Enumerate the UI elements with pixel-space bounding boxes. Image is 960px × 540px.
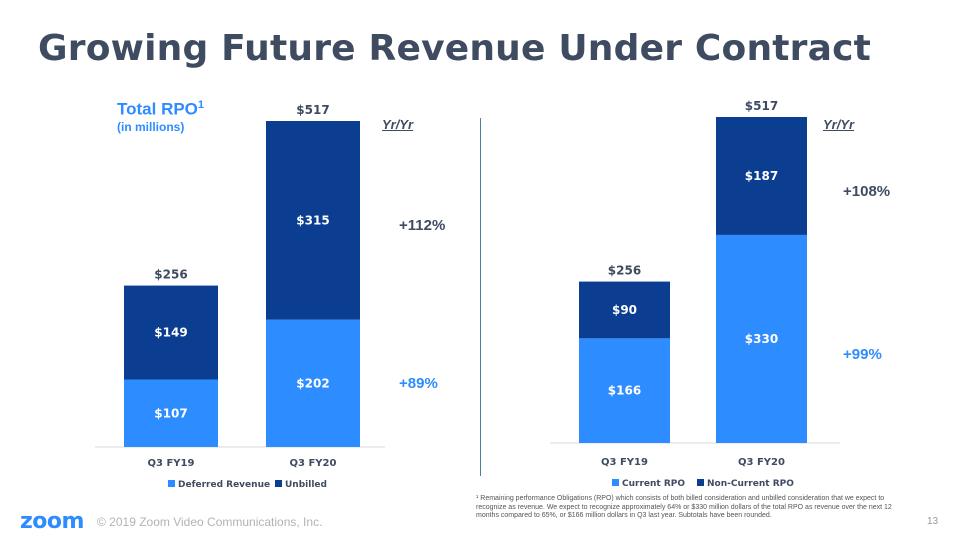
bar-segment-current-rpo-2 (716, 234, 807, 443)
bar-segment-deferred-revenue-2 (266, 319, 360, 447)
legend-swatch (612, 479, 619, 486)
growth-label-current-rpo: +99% (843, 346, 882, 363)
legend-swatch (697, 479, 704, 486)
legend-label: Unbilled (285, 480, 327, 490)
bar-segment-non-current-rpo-2 (716, 117, 807, 235)
rpo-subtitle: (in millions) (117, 120, 185, 134)
bar-segment-current-rpo-1 (579, 338, 670, 443)
x-tick-label: Q3 FY19 (601, 457, 648, 468)
legend-swatch (168, 480, 175, 487)
legend-label: Non-Current RPO (707, 479, 794, 489)
x-tick-label: Q3 FY20 (738, 457, 785, 468)
page-title: Growing Future Revenue Under Contract (38, 28, 872, 69)
growth-label-deferred-revenue: +89% (399, 375, 438, 392)
bar-value-label: $202 (296, 376, 329, 390)
bar-value-label: $315 (296, 213, 329, 227)
chart-divider (480, 118, 481, 476)
rpo-title: Total RPO1 (117, 96, 204, 119)
rpo-footnote-marker: 1 (197, 99, 205, 111)
yryr-label-right: Yr/Yr (823, 117, 855, 132)
rpo-title-text: Total RPO (117, 99, 198, 119)
legend-label: Deferred Revenue (178, 480, 270, 490)
bar-segment-unbilled-2 (266, 121, 360, 320)
bar-total-label: $256 (154, 268, 187, 282)
bar-value-label: $187 (745, 169, 778, 183)
bar-total-label: $256 (608, 264, 641, 278)
rpo-footnote: ¹ Remaining performance Obligations (RPO… (476, 495, 892, 519)
growth-label-non-current-rpo: +108% (843, 183, 890, 200)
page-number: 13 (927, 516, 939, 527)
growth-label-unbilled: +112% (399, 217, 445, 234)
bar-total-label: $517 (745, 99, 778, 113)
x-tick-label: Q3 FY19 (148, 458, 195, 469)
bar-total-label: $517 (296, 103, 329, 117)
copyright-text: © 2019 Zoom Video Communications, Inc. (97, 515, 323, 529)
yryr-label-left: Yr/Yr (382, 117, 414, 132)
bar-value-label: $166 (608, 384, 641, 398)
legend-label: Current RPO (622, 479, 685, 489)
bar-segment-non-current-rpo-1 (579, 281, 670, 339)
bar-value-label: $107 (154, 406, 187, 420)
x-tick-label: Q3 FY20 (290, 458, 337, 469)
bar-segment-deferred-revenue-1 (124, 379, 218, 447)
legend-swatch (275, 480, 282, 487)
bar-value-label: $149 (154, 326, 187, 340)
bar-value-label: $90 (612, 303, 637, 317)
bar-segment-unbilled-1 (124, 285, 218, 380)
zoom-logo: zoom (20, 509, 84, 534)
bar-value-label: $330 (745, 332, 778, 346)
